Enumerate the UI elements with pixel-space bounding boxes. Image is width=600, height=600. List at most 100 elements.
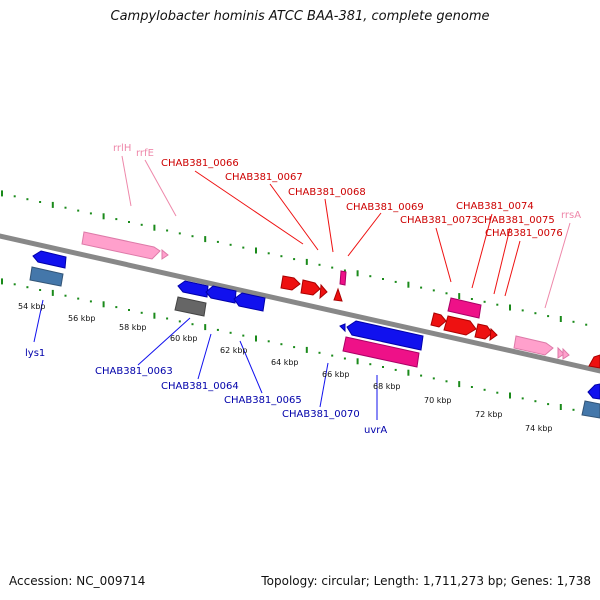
cds-chab381-0076-feature[interactable] [489, 327, 498, 342]
minor-tick [140, 223, 143, 226]
minor-tick [432, 289, 435, 292]
rrna-rrfe-feature[interactable] [161, 248, 169, 260]
footer-summary: Topology: circular; Length: 1,711,273 bp… [261, 574, 591, 588]
page-title: Campylobacter hominis ATCC BAA-381, comp… [110, 9, 490, 24]
minor-tick [242, 334, 245, 337]
scale-label: 64 kbp [271, 358, 299, 367]
cds-uvra-feature[interactable] [346, 320, 424, 351]
cds-chab381-0065-feature[interactable] [233, 292, 266, 312]
cds-chab381-0066-feature[interactable] [280, 275, 301, 291]
minor-tick [242, 246, 245, 249]
feature-label-chab381-0066[interactable]: CHAB381_0066 [161, 158, 239, 169]
leader-chab381-0068 [324, 198, 334, 253]
feature-label-rrsA[interactable]: rrsA [561, 210, 581, 221]
minor-tick [280, 255, 283, 258]
scale-label: 68 kbp [373, 382, 401, 391]
scale-label: 70 kbp [424, 396, 452, 405]
minor-tick [496, 391, 499, 394]
major-tick [153, 312, 156, 319]
misc-chab381-0063-band[interactable] [174, 296, 207, 317]
minor-tick [128, 221, 130, 223]
cds-chab381-0070-feature[interactable] [339, 323, 346, 333]
cds-chab381-0068-feature[interactable] [319, 283, 328, 300]
minor-tick [445, 292, 448, 295]
cds-chab381-0063-feature[interactable] [177, 280, 209, 298]
major-tick [102, 213, 105, 220]
feature-label-lys1[interactable]: lys1 [25, 348, 45, 359]
cds-edge-forward-feature[interactable] [588, 354, 600, 369]
feature-label-chab381-0068[interactable]: CHAB381_0068 [288, 187, 366, 198]
feature-label-rrlH[interactable]: rrlH [113, 143, 131, 154]
minor-tick [331, 354, 334, 357]
minor-tick [432, 377, 435, 380]
feature-label-chab381-0067[interactable]: CHAB381_0067 [225, 172, 303, 183]
cds-chab381-0069-feature[interactable] [333, 287, 343, 302]
feature-label-chab381-0075[interactable]: CHAB381_0075 [477, 215, 555, 226]
cds-chab381-0074-feature[interactable] [443, 315, 477, 336]
minor-tick [547, 315, 550, 318]
minor-tick [420, 374, 423, 377]
minor-tick [39, 201, 42, 203]
major-tick [559, 404, 562, 410]
feature-label-chab381-0065[interactable]: CHAB381_0065 [224, 395, 302, 406]
major-tick [255, 247, 257, 254]
rrna-rrsa-feature[interactable] [513, 335, 554, 356]
leader-chab381-0076 [504, 240, 521, 297]
feature-label-chab381-0063[interactable]: CHAB381_0063 [95, 366, 173, 377]
minor-tick [128, 309, 130, 311]
feature-label-chab381-0070[interactable]: CHAB381_0070 [282, 409, 360, 420]
minor-tick [13, 283, 16, 286]
feature-label-chab381-0074[interactable]: CHAB381_0074 [456, 201, 534, 212]
misc-edge-band[interactable] [581, 400, 600, 419]
forward-feature-labels: rrlH rrfE CHAB381_0066 CHAB381_0067 CHAB… [113, 143, 581, 239]
trna-chab381-0073-feature[interactable] [447, 297, 482, 319]
feature-label-uvra[interactable]: uvrA [364, 425, 387, 436]
cds-chab381-0064-feature[interactable] [205, 285, 237, 304]
misc-lys1-band[interactable] [29, 266, 64, 287]
major-tick [509, 304, 511, 311]
minor-tick [115, 218, 118, 221]
minor-tick [13, 195, 16, 198]
minor-tick [64, 294, 67, 297]
minor-tick [26, 198, 29, 201]
cds-lys1-feature[interactable] [32, 250, 67, 269]
leader-lys1 [33, 299, 44, 343]
rrna-rrsa-small-feature[interactable] [557, 346, 565, 359]
minor-tick [585, 323, 588, 326]
minor-tick [166, 229, 169, 232]
feature-label-chab381-0069[interactable]: CHAB381_0069 [346, 202, 424, 213]
trna-uvra-band[interactable] [342, 336, 420, 368]
feature-label-rrfE[interactable]: rrfE [136, 148, 154, 159]
leader-chab381-0064 [197, 333, 212, 380]
minor-tick [280, 343, 283, 346]
major-tick [509, 392, 511, 399]
trna-chab381-0069-feature[interactable] [339, 270, 347, 286]
cds-chab381-0075-feature[interactable] [474, 323, 493, 340]
feature-label-chab381-0076[interactable]: CHAB381_0076 [485, 228, 563, 239]
feature-label-chab381-0073[interactable]: CHAB381_0073 [400, 215, 478, 226]
major-tick [305, 346, 308, 353]
minor-tick [229, 331, 232, 334]
scale-label: 58 kbp [119, 323, 147, 332]
minor-tick [293, 346, 296, 349]
rrna-rrsa-small-feature-2[interactable] [562, 347, 570, 360]
minor-tick [267, 252, 270, 255]
minor-tick [369, 363, 372, 366]
minor-tick [483, 300, 486, 303]
minor-tick [470, 386, 473, 388]
feature-label-chab381-0064[interactable]: CHAB381_0064 [161, 381, 239, 392]
minor-tick [77, 297, 80, 300]
minor-tick [521, 397, 524, 400]
major-tick [458, 293, 461, 300]
rrna-rrlh-feature[interactable] [81, 231, 161, 260]
leader-chab381-0073 [435, 227, 452, 283]
cds-chab381-0073-feature[interactable] [430, 312, 447, 328]
scale-label: 66 kbp [322, 370, 350, 379]
minor-tick [343, 269, 346, 272]
scale-label: 72 kbp [475, 410, 503, 419]
cds-edge-reverse-feature[interactable] [587, 383, 600, 400]
leader-rrlH [121, 155, 132, 207]
major-tick [458, 381, 461, 388]
cds-chab381-0067-feature[interactable] [300, 279, 321, 296]
minor-tick [178, 320, 181, 323]
